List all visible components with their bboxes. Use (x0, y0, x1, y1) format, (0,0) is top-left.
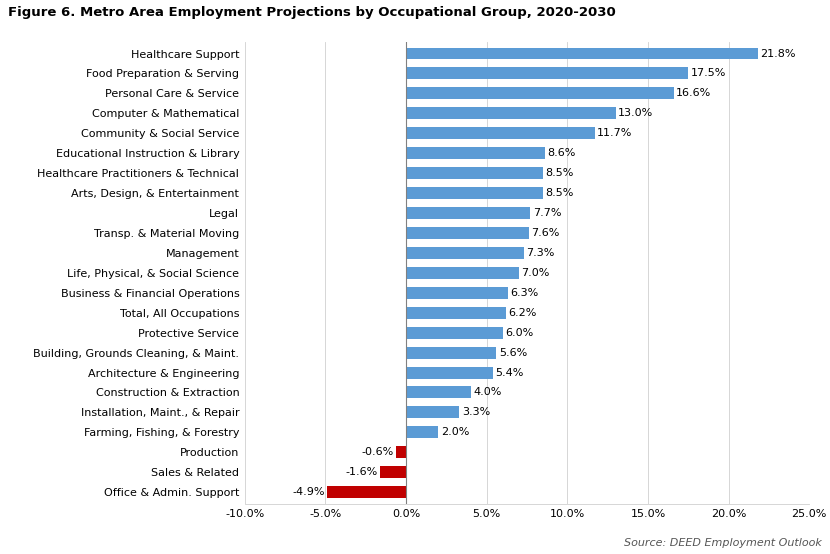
Text: Source: DEED Employment Outlook: Source: DEED Employment Outlook (624, 538, 822, 548)
Text: 8.5%: 8.5% (545, 188, 574, 198)
Bar (406, 387, 471, 398)
Text: 8.6%: 8.6% (547, 148, 575, 158)
Bar (406, 407, 459, 418)
Bar (406, 367, 493, 378)
Bar (406, 147, 544, 159)
Bar (406, 88, 674, 99)
Bar (406, 167, 543, 179)
Text: 7.3%: 7.3% (526, 248, 554, 258)
Bar (406, 247, 524, 259)
Text: 17.5%: 17.5% (691, 69, 726, 79)
Text: 3.3%: 3.3% (461, 407, 490, 417)
Text: 13.0%: 13.0% (618, 109, 653, 119)
Text: -4.9%: -4.9% (292, 487, 325, 497)
Text: 5.6%: 5.6% (499, 347, 527, 357)
Text: 5.4%: 5.4% (496, 367, 524, 377)
Bar (380, 466, 406, 478)
Text: -1.6%: -1.6% (345, 467, 378, 477)
Text: 8.5%: 8.5% (545, 168, 574, 178)
Bar (406, 207, 530, 219)
Text: 7.7%: 7.7% (533, 208, 561, 218)
Text: 6.2%: 6.2% (509, 307, 537, 318)
Text: 6.3%: 6.3% (510, 288, 539, 298)
Text: 7.6%: 7.6% (531, 228, 559, 238)
Text: 11.7%: 11.7% (598, 129, 632, 138)
Bar (406, 127, 595, 139)
Bar (406, 347, 496, 358)
Bar (406, 307, 506, 319)
Text: 21.8%: 21.8% (760, 49, 796, 59)
Bar (406, 427, 438, 438)
Text: 2.0%: 2.0% (441, 427, 469, 437)
Bar (406, 107, 616, 119)
Text: 16.6%: 16.6% (676, 89, 711, 99)
Bar (397, 447, 406, 458)
Bar (327, 486, 406, 498)
Bar (406, 227, 529, 239)
Text: Figure 6. Metro Area Employment Projections by Occupational Group, 2020-2030: Figure 6. Metro Area Employment Projecti… (8, 6, 616, 18)
Bar (406, 187, 543, 199)
Bar (406, 48, 758, 59)
Bar (406, 68, 688, 79)
Text: 4.0%: 4.0% (473, 387, 501, 397)
Text: 6.0%: 6.0% (505, 327, 534, 337)
Bar (406, 267, 519, 279)
Bar (406, 327, 503, 338)
Bar (406, 287, 508, 299)
Text: -0.6%: -0.6% (362, 447, 394, 457)
Text: 7.0%: 7.0% (521, 268, 549, 278)
